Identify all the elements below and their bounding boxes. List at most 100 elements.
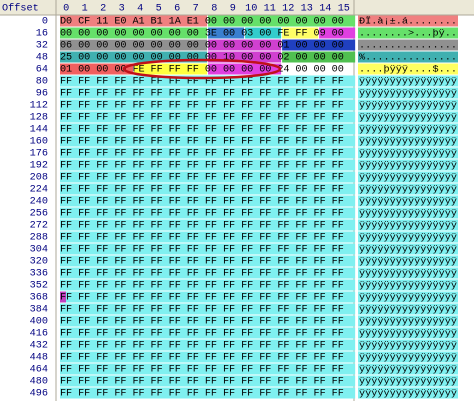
ascii-background [358,135,458,147]
ascii-text: ÿÿÿÿÿÿÿÿÿÿÿÿÿÿÿÿ [359,280,458,290]
column-header: 2 [100,4,106,15]
ascii-background [358,63,458,75]
byte-background [245,27,282,39]
ascii-background [358,375,458,387]
ascii-text: ÿÿÿÿÿÿÿÿÿÿÿÿÿÿÿÿ [359,244,458,254]
offset: 240 [30,197,48,208]
offset: 144 [30,125,48,136]
offset: 48 [36,53,48,64]
ascii-text: ÿÿÿÿÿÿÿÿÿÿÿÿÿÿÿÿ [359,352,458,362]
byte-background [60,75,356,87]
hex-bytes: FF FF FF FF FF FF FF FF FF FF FF FF FF F… [60,161,344,172]
ascii-background [358,75,458,87]
ascii-background [358,39,458,51]
column-header: 12 [282,4,294,15]
offset: 400 [30,317,48,328]
ascii-background [358,315,458,327]
column-header: 11 [264,4,276,15]
ascii-text: %............... [359,52,457,62]
hex-bytes: FF FF FF FF FF FF FF FF FF FF FF FF FF F… [60,269,344,280]
byte-background [60,267,356,279]
offset: 480 [30,377,48,388]
hex-bytes: FF FF FF FF FF FF FF FF FF FF FF FF FF F… [60,353,344,364]
byte-background [60,111,356,123]
offset: 0 [42,17,48,28]
ascii-background [358,387,458,399]
byte-background [60,171,356,183]
byte-background [134,63,208,75]
byte-background [208,51,282,63]
column-header: 1 [82,4,88,15]
highlight-ellipse [122,58,282,80]
offset: 16 [36,29,48,40]
offset: 384 [30,305,48,316]
offset: 496 [30,389,48,400]
ascii-text: ....þÿÿÿ....$... [359,64,457,74]
ascii-text: ÿÿÿÿÿÿÿÿÿÿÿÿÿÿÿÿ [359,172,458,182]
byte-background [60,375,356,387]
offset: 464 [30,365,48,376]
offset: 176 [30,149,48,160]
ascii-text: ÿÿÿÿÿÿÿÿÿÿÿÿÿÿÿÿ [359,388,458,398]
byte-background [60,255,356,267]
ascii-text: ÿÿÿÿÿÿÿÿÿÿÿÿÿÿÿÿ [359,76,458,86]
hex-bytes: FF FF FF FF FF FF FF FF FF FF FF FF FF F… [60,257,344,268]
offset: 160 [30,137,48,148]
ascii-background [358,351,458,363]
byte-background [60,135,356,147]
byte-background [60,327,356,339]
ascii-background [358,327,458,339]
offset: 304 [30,245,48,256]
byte-background [60,279,356,291]
byte-background [60,315,356,327]
hex-bytes: FF FF FF FF FF FF FF FF FF FF FF FF FF F… [60,317,344,328]
ascii-background [358,363,458,375]
ascii-background [358,231,458,243]
ascii-text: ÿÿÿÿÿÿÿÿÿÿÿÿÿÿÿÿ [359,136,458,146]
column-header: 4 [137,4,143,15]
column-header: 3 [119,4,125,15]
ascii-background [358,111,458,123]
ascii-background [358,147,458,159]
hex-bytes: FF FF FF FF FF FF FF FF FF FF FF FF FF F… [60,281,344,292]
ascii-text: ÿÿÿÿÿÿÿÿÿÿÿÿÿÿÿÿ [359,364,458,374]
offset: 448 [30,353,48,364]
byte-background [208,27,245,39]
hex-bytes: FF FF FF FF FF FF FF FF FF FF FF FF FF F… [60,197,344,208]
offset: 352 [30,281,48,292]
ascii-text: ................ [359,40,457,50]
hex-bytes: FF FF FF FF FF FF FF FF FF FF FF FF FF F… [60,185,344,196]
ascii-text: ÿÿÿÿÿÿÿÿÿÿÿÿÿÿÿÿ [359,376,458,386]
ascii-background [358,195,458,207]
hex-bytes: D0 CF 11 E0 A1 B1 1A E1 00 00 00 00 00 0… [60,17,344,28]
ascii-text: ÿÿÿÿÿÿÿÿÿÿÿÿÿÿÿÿ [359,292,458,302]
byte-background [60,51,208,63]
hex-bytes: FF FF FF FF FF FF FF FF FF FF FF FF FF F… [60,233,344,244]
byte-background [208,15,356,27]
ascii-text: ÿÿÿÿÿÿÿÿÿÿÿÿÿÿÿÿ [359,340,458,350]
offset: 224 [30,185,48,196]
byte-background [60,207,356,219]
ascii-background [358,183,458,195]
column-header: 7 [193,4,199,15]
ascii-text: ÿÿÿÿÿÿÿÿÿÿÿÿÿÿÿÿ [359,304,458,314]
ascii-text: ÿÿÿÿÿÿÿÿÿÿÿÿÿÿÿÿ [359,112,458,122]
ascii-text: ÿÿÿÿÿÿÿÿÿÿÿÿÿÿÿÿ [359,148,458,158]
hex-bytes: 06 00 00 00 00 00 00 00 00 00 00 00 01 0… [60,41,344,52]
offset: 432 [30,341,48,352]
hex-bytes: FF FF FF FF FF FF FF FF FF FF FF FF FF F… [60,77,344,88]
ascii-text: ÿÿÿÿÿÿÿÿÿÿÿÿÿÿÿÿ [359,220,458,230]
hex-bytes: FF FF FF FF FF FF FF FF FF FF FF FF FF F… [60,245,344,256]
byte-background [60,27,208,39]
ascii-text: ÿÿÿÿÿÿÿÿÿÿÿÿÿÿÿÿ [359,196,458,206]
byte-background [319,27,356,39]
ascii-background [358,51,458,63]
byte-background [60,243,356,255]
ascii-text: ........>...þÿ.. [359,28,457,38]
ascii-background [358,99,458,111]
offset: 128 [30,113,48,124]
byte-background [60,15,208,27]
byte-background [60,291,356,303]
ascii-background [358,207,458,219]
